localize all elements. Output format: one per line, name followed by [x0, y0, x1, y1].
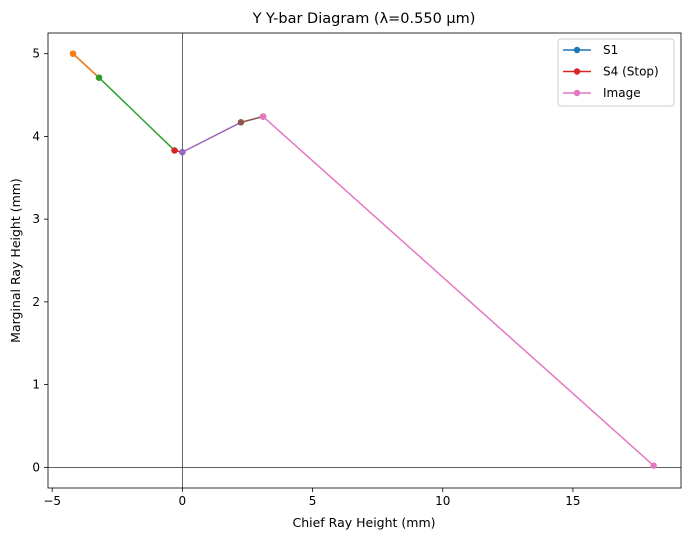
x-tick-label: 10 — [435, 494, 450, 508]
y-tick-label: 4 — [32, 129, 40, 143]
data-point — [179, 148, 186, 156]
y-tick-label: 2 — [32, 295, 40, 309]
series-segment-7 — [259, 113, 657, 469]
data-point — [95, 74, 103, 81]
legend-entry: S1 — [563, 43, 618, 57]
y-tick-label: 3 — [32, 212, 40, 226]
plot-frame — [47, 32, 682, 489]
data-point — [69, 50, 77, 57]
reference-lines — [48, 33, 681, 488]
x-tick-label: 15 — [565, 494, 580, 508]
segment-line — [72, 53, 100, 79]
x-tick-label: −5 — [43, 494, 61, 508]
segment-line — [182, 121, 242, 153]
chart-title: Y Y-bar Diagram (λ=0.550 µm) — [252, 11, 476, 27]
segment-line — [262, 115, 655, 467]
legend-marker — [573, 68, 581, 75]
legend-entry: S4 (Stop) — [563, 65, 659, 79]
data-point — [259, 113, 267, 120]
x-axis-label: Chief Ray Height (mm) — [292, 515, 435, 530]
y-tick-label: 5 — [32, 47, 40, 61]
series-segment-3 — [95, 74, 178, 154]
series-layer — [69, 50, 657, 469]
legend-box — [557, 38, 675, 107]
y-axis-ticks: 0 1 2 3 4 5 — [32, 47, 48, 474]
legend-marker — [573, 89, 581, 97]
legend-label: S4 (Stop) — [603, 65, 659, 79]
legend-marker — [573, 46, 581, 54]
x-axis-ticks: −5 0 5 10 15 — [43, 488, 581, 508]
legend-entry: Image — [563, 86, 641, 100]
legend: S1 S4 (Stop) Image — [557, 38, 675, 107]
y-axis-label: Marginal Ray Height (mm) — [8, 178, 23, 343]
data-point — [237, 119, 245, 126]
y-tick-label: 1 — [32, 378, 40, 392]
segment-line — [240, 115, 264, 124]
data-point — [650, 462, 657, 469]
segment-line — [98, 77, 176, 152]
x-tick-label: 5 — [309, 494, 317, 508]
legend-label: S1 — [603, 43, 618, 57]
y-tick-label: 0 — [32, 460, 40, 474]
series-segment-5 — [179, 119, 245, 156]
x-tick-label: 0 — [179, 494, 187, 508]
data-point — [171, 147, 178, 154]
legend-label: Image — [603, 86, 641, 100]
